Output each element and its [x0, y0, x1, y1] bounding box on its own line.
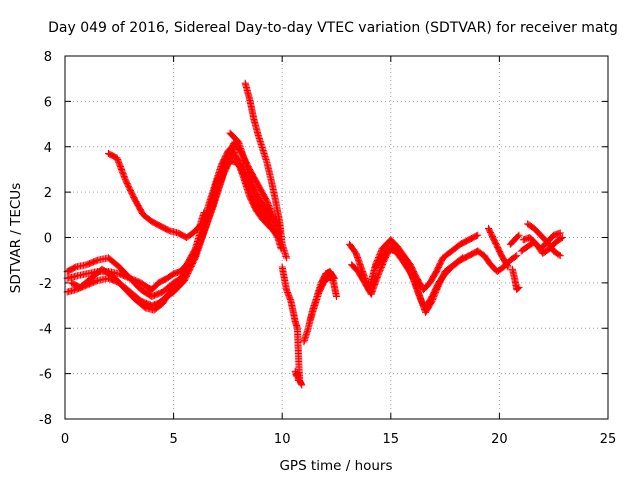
x-axis-label: GPS time / hours: [279, 458, 392, 474]
y-tick-label: 6: [44, 95, 52, 110]
series-track-8: [278, 263, 306, 389]
plus-markers: [517, 229, 564, 255]
plus-markers: [226, 129, 285, 253]
y-axis-label: SDTVAR / TECUs: [8, 183, 24, 293]
x-tick-label: 5: [169, 432, 177, 447]
series-track-14: [372, 245, 482, 312]
x-tick-label: 25: [600, 432, 617, 447]
data-points: [63, 79, 566, 389]
series-track-11: [306, 272, 340, 323]
series-track-9: [291, 367, 302, 384]
y-tick-label: -4: [39, 322, 52, 337]
plus-markers: [104, 150, 208, 241]
plus-markers: [372, 245, 482, 312]
chart-title: Day 049 of 2016, Sidereal Day-to-day VTE…: [48, 20, 618, 36]
x-tick-label: 0: [61, 432, 69, 447]
y-tick-label: -8: [39, 413, 52, 428]
plus-markers: [241, 79, 291, 262]
series-track-17: [508, 265, 523, 294]
y-tick-label: 4: [44, 141, 52, 156]
plus-markers: [278, 263, 306, 389]
plus-markers: [506, 231, 523, 248]
y-tick-label: 0: [44, 232, 52, 247]
series-track-16: [485, 224, 512, 271]
x-tick-label: 20: [491, 432, 508, 447]
series-track-18: [506, 231, 523, 248]
series-track-7: [226, 129, 285, 253]
series-track-21: [517, 229, 564, 255]
y-tick-label: -2: [39, 277, 52, 292]
series-track-6: [241, 79, 291, 262]
series-track-5: [104, 150, 208, 241]
axis-ticks: 0 5 10 15 20 25 -8 -6 -4 -2 0 2 4 6 8: [39, 50, 616, 447]
y-tick-label: 8: [44, 50, 52, 65]
plus-markers: [508, 265, 523, 294]
plot-frame: [64, 55, 609, 420]
plus-markers: [485, 224, 512, 271]
plus-markers: [291, 367, 302, 384]
y-tick-label: -6: [39, 368, 52, 383]
x-tick-label: 15: [383, 432, 400, 447]
plus-markers: [306, 272, 340, 323]
y-tick-label: 2: [44, 186, 52, 201]
x-tick-label: 10: [274, 432, 291, 447]
